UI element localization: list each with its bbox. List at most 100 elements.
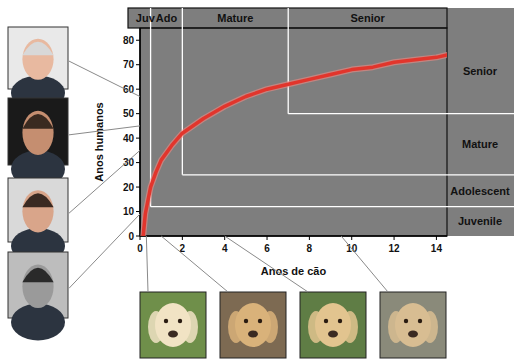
photo-head (315, 303, 351, 347)
y-tick-label: 70 (123, 59, 135, 70)
x-tick-label: 12 (389, 243, 401, 254)
dog-photo (220, 292, 286, 358)
photo-shoulders (11, 304, 65, 341)
photo-hair (22, 114, 53, 129)
y-tick-label: 80 (123, 35, 135, 46)
photo-nose (408, 331, 418, 338)
x-tick (267, 236, 268, 240)
human-stage-boundary (182, 174, 514, 175)
y-tick (136, 89, 140, 90)
y-tick (136, 138, 140, 139)
y-tick-label: 50 (123, 108, 135, 119)
dog-stage-label: Juv (136, 12, 156, 24)
y-tick-label: 20 (123, 182, 135, 193)
photo-eye (258, 319, 262, 323)
dog-stage-boundary (150, 8, 151, 207)
dog-photo-leader (161, 236, 228, 292)
curve-halo (143, 55, 447, 236)
dog-photo (300, 292, 366, 358)
y-tick (136, 162, 140, 163)
human-stage-label: Mature (462, 138, 498, 150)
x-tick (351, 236, 352, 240)
dog-photo-leader (225, 236, 308, 292)
y-tick (136, 64, 140, 65)
y-tick-label: 30 (123, 157, 135, 168)
human-stage-label: Adolescent (450, 185, 510, 197)
y-tick (136, 236, 140, 237)
photo-frame (220, 292, 286, 358)
x-tick-label: 4 (222, 243, 228, 254)
top-band-frame (128, 8, 447, 28)
x-tick (309, 236, 310, 240)
photo-eye (404, 319, 408, 323)
y-tick-label: 40 (123, 133, 135, 144)
photo-frame (8, 27, 68, 89)
photo-eye (324, 319, 328, 323)
y-axis-title: Anos humanos (93, 102, 105, 181)
photo-eye (244, 319, 248, 323)
photo-frame (8, 98, 68, 165)
human-photo (8, 178, 68, 264)
dog-photo-leader (146, 236, 148, 292)
photo-frame (8, 178, 68, 242)
human-photo-leader (69, 214, 140, 288)
dog-photo-leader (341, 236, 388, 292)
photo-face (22, 190, 53, 232)
x-tick (182, 236, 183, 240)
y-tick (136, 40, 140, 41)
x-tick (394, 236, 395, 240)
y-tick-label: 0 (128, 231, 134, 242)
dog-stage-label: Senior (350, 12, 385, 24)
photo-hair (22, 268, 53, 283)
dog-photo (380, 292, 446, 358)
photo-head (395, 303, 431, 347)
dog-stage-label: Mature (217, 12, 253, 24)
human-photo-leader (69, 150, 140, 213)
dog-stage-label: Ado (156, 12, 178, 24)
y-tick (136, 113, 140, 114)
x-tick-label: 0 (137, 243, 143, 254)
photo-eye (164, 319, 168, 323)
x-tick-label: 6 (264, 243, 270, 254)
photo-eye (178, 319, 182, 323)
y-tick (136, 187, 140, 188)
photo-frame (300, 292, 366, 358)
plot-frame (140, 28, 447, 236)
human-stage-label: Senior (463, 65, 498, 77)
x-axis (140, 235, 447, 237)
dog-photo (140, 292, 206, 358)
chart: JuvAdo Mature Senior Juvenile Adolescent Matu… (0, 0, 514, 363)
photo-hair (22, 42, 53, 56)
x-tick (140, 236, 141, 240)
age-curve (143, 55, 447, 236)
photo-eye (418, 319, 422, 323)
photo-eye (338, 319, 342, 323)
human-photo (8, 98, 68, 188)
photo-nose (248, 331, 258, 338)
photo-face (22, 265, 53, 309)
photo-head (155, 303, 191, 347)
human-photo-leader (69, 61, 140, 96)
photo-hair (22, 193, 53, 207)
photo-nose (168, 331, 178, 338)
photo-frame (380, 292, 446, 358)
human-stage-label: Juvenile (458, 215, 502, 227)
photo-frame (140, 292, 206, 358)
dog-stage-boundary (182, 8, 183, 175)
photo-nose (328, 331, 338, 338)
dog-stage-boundary (288, 8, 289, 114)
x-tick (436, 236, 437, 240)
plot-marks (143, 55, 447, 236)
photo-face (22, 111, 53, 155)
human-photo-leader (69, 126, 140, 135)
photo-head (235, 303, 271, 347)
y-axis (139, 28, 141, 236)
human-stage-boundary (151, 206, 514, 207)
background-panel (140, 8, 514, 236)
human-photo (8, 252, 68, 340)
human-stage-boundary (288, 113, 514, 114)
y-tick (136, 211, 140, 212)
photo-frame (8, 252, 68, 318)
y-tick-label: 10 (123, 206, 135, 217)
x-tick-label: 8 (307, 243, 313, 254)
